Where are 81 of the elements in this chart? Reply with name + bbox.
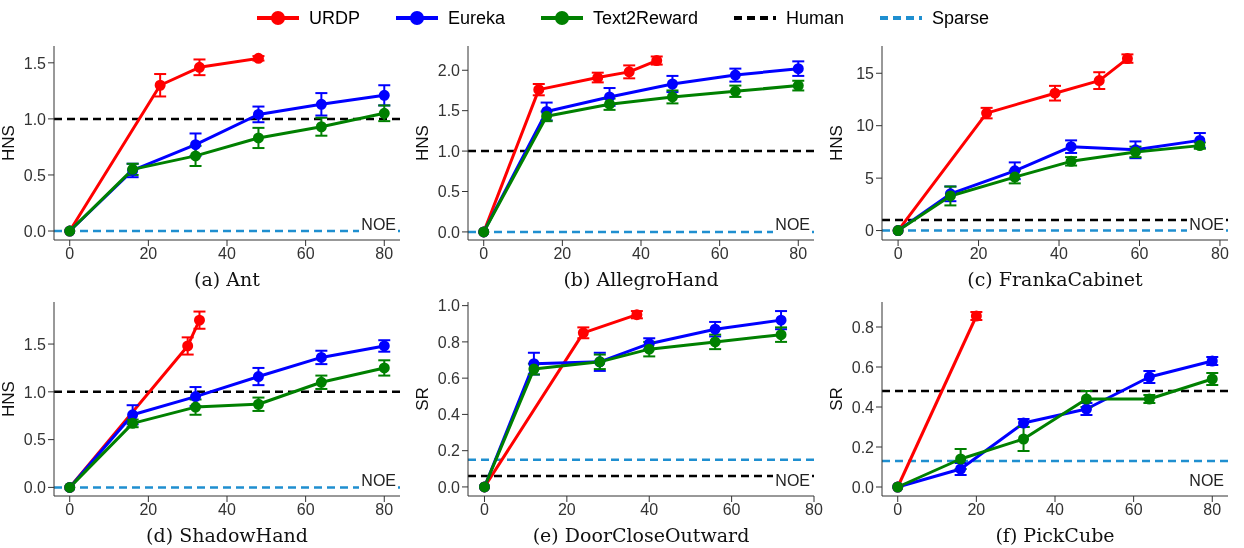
x-tick-label: 20 xyxy=(553,245,572,263)
y-axis-title: HNS xyxy=(413,125,433,161)
x-tick-label: 60 xyxy=(722,501,741,519)
legend-label: Human xyxy=(786,7,845,29)
y-tick-label: 0.0 xyxy=(851,478,875,496)
y-tick-label: 0.0 xyxy=(437,478,461,496)
annotation: NOE xyxy=(1187,216,1226,234)
y-tick-label: 0.0 xyxy=(23,222,47,240)
x-tick-label: 0 xyxy=(65,245,75,263)
y-tick-label: 1.5 xyxy=(23,54,47,72)
legend-label: Eureka xyxy=(447,7,505,29)
x-tick-label: 20 xyxy=(139,245,158,263)
y-tick-label: 0.5 xyxy=(23,166,47,184)
y-tick-label: 0.4 xyxy=(437,406,461,424)
y-tick-label: 2.0 xyxy=(437,61,461,79)
x-tick-label: 20 xyxy=(969,245,988,263)
x-tick-label: 60 xyxy=(710,245,729,263)
x-tick-label: 0 xyxy=(893,501,903,519)
x-tick-label: 40 xyxy=(1046,501,1064,519)
y-tick-label: 5 xyxy=(865,169,875,187)
y-tick-label: 0.2 xyxy=(851,438,875,456)
annotation: NOE xyxy=(1187,472,1226,490)
y-tick-label: 0.5 xyxy=(437,183,461,201)
x-tick-label: 20 xyxy=(139,501,158,519)
x-tick-label: 0 xyxy=(65,501,75,519)
y-tick-label: 0.8 xyxy=(437,333,461,351)
x-tick-label: 0 xyxy=(480,501,490,519)
y-tick-label: 1.5 xyxy=(23,335,47,353)
annotation: NOE xyxy=(359,216,398,234)
y-axis-title: HNS xyxy=(827,125,847,161)
x-axis-title: (a) Ant xyxy=(193,267,261,292)
x-axis-title: (f) PickCube xyxy=(994,523,1116,548)
x-tick-label: 60 xyxy=(1124,501,1143,519)
y-tick-label: 0.0 xyxy=(437,223,461,241)
y-tick-label: 0.6 xyxy=(437,369,461,387)
y-axis-title: SR xyxy=(827,387,847,411)
y-tick-label: 1.0 xyxy=(23,110,47,128)
y-axis-title: HNS xyxy=(0,381,19,417)
y-tick-label: 1.0 xyxy=(23,383,47,401)
y-tick-label: 0.2 xyxy=(437,442,461,460)
annotation: NOE xyxy=(773,216,812,234)
x-tick-label: 40 xyxy=(632,245,650,263)
y-tick-label: 0.8 xyxy=(851,318,875,336)
y-tick-label: 15 xyxy=(856,64,875,82)
y-tick-label: 0.4 xyxy=(851,398,875,416)
x-axis-title: (c) FrankaCabinet xyxy=(966,267,1144,292)
legend-label: Sparse xyxy=(932,7,990,29)
annotation: NOE xyxy=(359,472,398,490)
x-tick-label: 0 xyxy=(893,245,903,263)
y-tick-label: 1.0 xyxy=(437,142,461,160)
x-tick-label: 80 xyxy=(1211,245,1229,263)
x-tick-label: 60 xyxy=(1130,245,1149,263)
x-tick-label: 40 xyxy=(218,245,236,263)
y-tick-label: 0.0 xyxy=(23,479,47,497)
x-tick-label: 80 xyxy=(375,501,394,519)
y-axis-title: HNS xyxy=(0,125,19,161)
x-tick-label: 60 xyxy=(296,245,315,263)
x-tick-label: 40 xyxy=(218,501,236,519)
y-tick-label: 10 xyxy=(856,117,875,135)
x-tick-label: 20 xyxy=(967,501,986,519)
x-axis-title: (b) AllegroHand xyxy=(562,267,720,292)
x-axis-title: (e) DoorCloseOutward xyxy=(531,523,751,548)
y-tick-label: 0.6 xyxy=(851,358,875,376)
y-tick-label: 0 xyxy=(865,222,875,240)
x-tick-label: 80 xyxy=(789,245,808,263)
y-axis-title: SR xyxy=(413,387,433,411)
legend-label: Text2Reward xyxy=(592,7,699,29)
x-tick-label: 80 xyxy=(375,245,394,263)
x-tick-label: 40 xyxy=(1050,245,1069,263)
x-tick-label: 40 xyxy=(640,501,659,519)
x-tick-label: 80 xyxy=(805,501,823,519)
x-axis-title: (d) ShadowHand xyxy=(145,523,309,548)
x-tick-label: 80 xyxy=(1203,501,1222,519)
y-tick-label: 1.0 xyxy=(437,297,461,315)
y-tick-label: 0.5 xyxy=(23,431,47,449)
y-tick-label: 1.5 xyxy=(437,102,461,120)
x-tick-label: 0 xyxy=(479,245,489,263)
legend-label: URDP xyxy=(308,7,360,29)
x-tick-label: 20 xyxy=(557,501,576,519)
x-tick-label: 60 xyxy=(296,501,315,519)
annotation: NOE xyxy=(773,472,812,490)
